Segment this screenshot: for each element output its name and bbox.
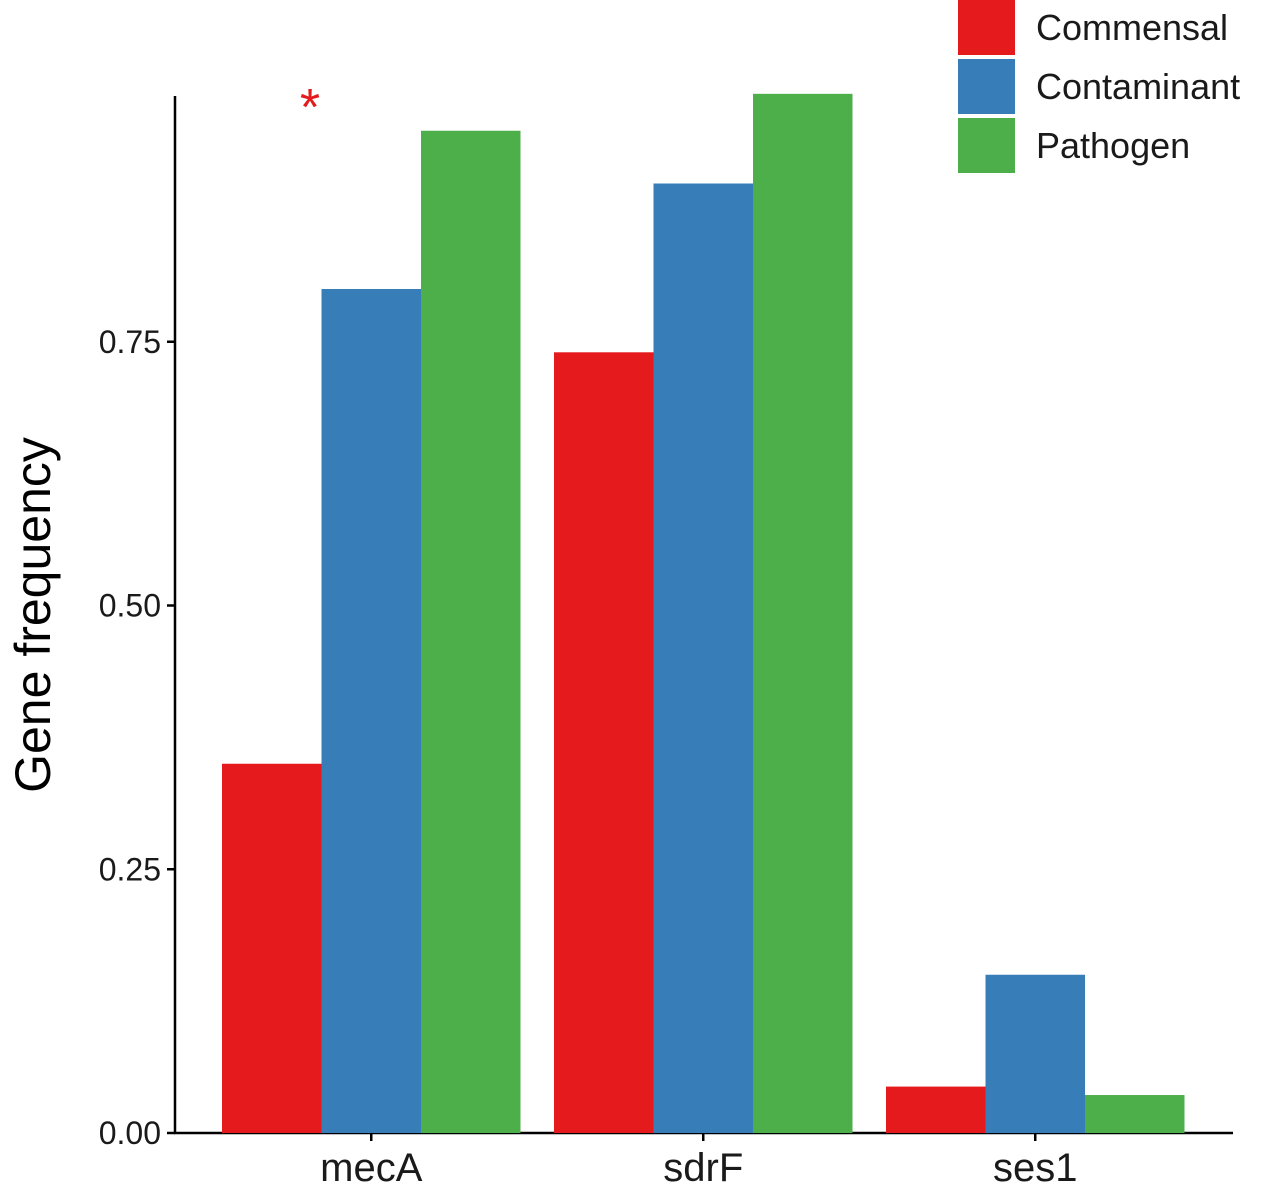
- y-tick-label: 0.00: [99, 1115, 161, 1151]
- legend-label-contaminant: Contaminant: [1036, 66, 1240, 107]
- bar-mecA-contaminant: [321, 289, 421, 1133]
- y-tick-label: 0.25: [99, 851, 161, 887]
- annotations: *: [300, 79, 320, 137]
- bar-sdrF-contaminant: [653, 183, 753, 1133]
- bar-mecA-commensal: [222, 763, 322, 1133]
- bar-ses1-commensal: [886, 1086, 986, 1133]
- x-tick-label: sdrF: [663, 1146, 743, 1185]
- legend-label-pathogen: Pathogen: [1036, 125, 1190, 166]
- x-tick-labels: mecA sdrF ses1: [320, 1133, 1078, 1185]
- bar-sdrF-commensal: [554, 352, 654, 1133]
- y-tick-label: 0.50: [99, 588, 161, 624]
- bar-ses1-contaminant: [985, 974, 1085, 1133]
- bars: [222, 93, 1185, 1134]
- bar-sdrF-pathogen: [753, 93, 853, 1134]
- y-tick-label: 0.75: [99, 324, 161, 360]
- legend: Commensal Contaminant Pathogen: [958, 0, 1240, 173]
- x-tick-label: mecA: [320, 1146, 423, 1185]
- legend-swatch-pathogen: [958, 118, 1015, 173]
- legend-swatch-contaminant: [958, 59, 1015, 114]
- legend-label-commensal: Commensal: [1036, 7, 1228, 48]
- bar-mecA-pathogen: [421, 130, 521, 1133]
- y-axis-title: Gene frequency: [5, 437, 61, 793]
- significance-asterisk: *: [300, 79, 320, 137]
- y-ticks: 0.00 0.25 0.50 0.75: [99, 324, 175, 1151]
- x-tick-label: ses1: [993, 1146, 1078, 1185]
- legend-swatch-commensal: [958, 0, 1015, 55]
- bar-ses1-pathogen: [1085, 1095, 1185, 1133]
